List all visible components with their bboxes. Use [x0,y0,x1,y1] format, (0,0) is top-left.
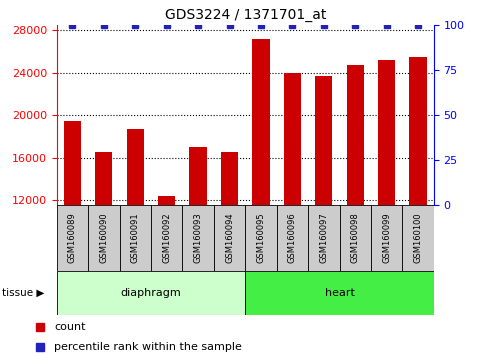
Bar [95,152,112,205]
Text: GSM160093: GSM160093 [194,213,203,263]
Bar [151,205,182,271]
Bar [340,205,371,271]
Bar [182,205,214,271]
Bar [57,205,88,271]
Text: GSM160097: GSM160097 [319,213,328,263]
Text: heart: heart [324,288,354,298]
Text: GSM160099: GSM160099 [382,213,391,263]
Text: percentile rank within the sample: percentile rank within the sample [54,342,242,352]
Text: GSM160094: GSM160094 [225,213,234,263]
Bar [88,205,119,271]
Bar [64,121,81,205]
Text: diaphragm: diaphragm [121,288,181,298]
Bar [221,152,238,205]
Bar [57,271,245,315]
Bar [277,205,308,271]
Bar [284,73,301,205]
Text: GSM160096: GSM160096 [288,213,297,263]
Text: GSM160092: GSM160092 [162,213,171,263]
Bar [127,129,144,205]
Text: GSM160091: GSM160091 [131,213,140,263]
Bar [245,205,277,271]
Text: GSM160089: GSM160089 [68,213,77,263]
Bar [245,271,434,315]
Title: GDS3224 / 1371701_at: GDS3224 / 1371701_at [165,8,326,22]
Bar [214,205,245,271]
Text: tissue ▶: tissue ▶ [2,288,45,298]
Bar [371,205,402,271]
Bar [378,60,395,205]
Bar [315,76,332,205]
Bar [410,57,427,205]
Text: count: count [54,322,86,332]
Bar [252,39,270,205]
Bar [308,205,340,271]
Bar [119,205,151,271]
Text: GSM160098: GSM160098 [351,213,360,263]
Text: GSM160095: GSM160095 [256,213,266,263]
Text: GSM160090: GSM160090 [99,213,108,263]
Bar [158,196,176,205]
Bar [347,65,364,205]
Bar [189,147,207,205]
Text: GSM160100: GSM160100 [414,213,423,263]
Bar [402,205,434,271]
